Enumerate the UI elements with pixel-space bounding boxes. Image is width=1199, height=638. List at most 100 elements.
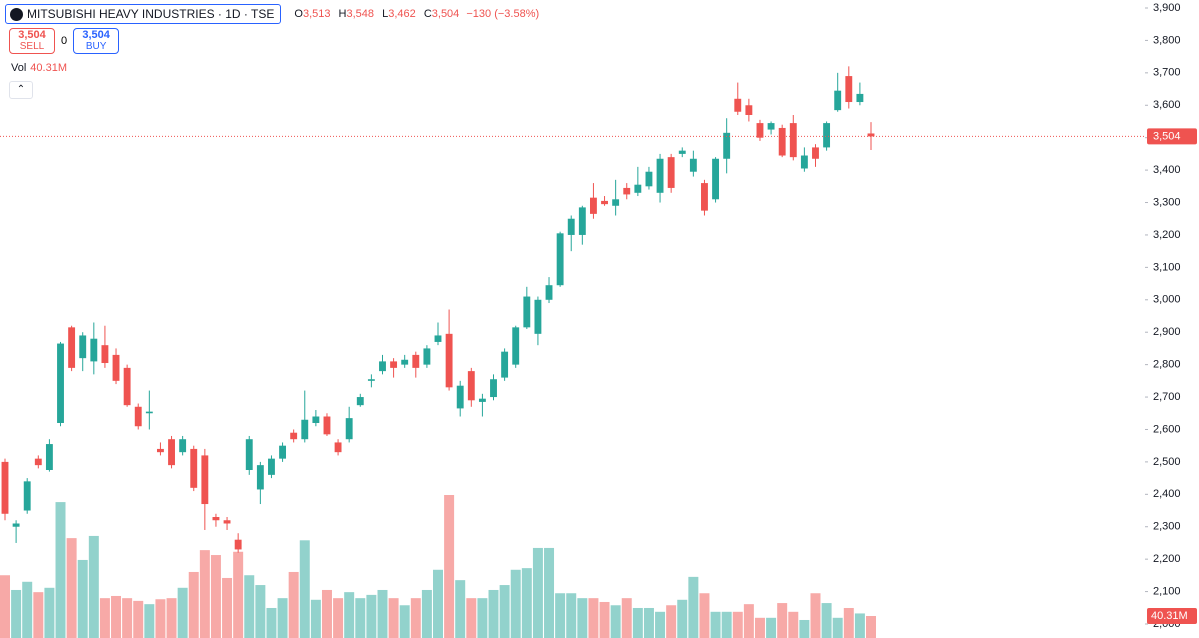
volume-bar	[455, 580, 466, 638]
candle-body	[789, 123, 797, 158]
y-tick-label: 3,600	[1153, 99, 1181, 111]
buy-price[interactable]: 3,504	[82, 29, 110, 41]
volume-bar	[532, 547, 543, 638]
sell-button[interactable]: 3,504 SELL	[9, 28, 55, 54]
volume-bar	[233, 551, 244, 638]
low-key: L	[382, 8, 389, 20]
volume-bar	[399, 605, 410, 638]
volume-bar	[488, 589, 499, 638]
volume-bar	[155, 599, 166, 638]
candle-body	[701, 183, 708, 211]
volume-bar	[244, 575, 255, 638]
candle-body	[645, 171, 653, 187]
candle-body	[179, 439, 187, 453]
candle-body	[490, 379, 497, 398]
symbol[interactable]: MITSUBISHI HEAVY INDUSTRIES · 1D · TSE	[27, 7, 275, 21]
last-price-label: 3,504	[1153, 130, 1181, 142]
candle-body	[567, 218, 575, 235]
y-tick-label: 2,700	[1153, 391, 1181, 403]
collapse-button[interactable]: ⌃	[9, 81, 33, 99]
candle-body	[279, 445, 287, 459]
candle-body	[578, 207, 586, 235]
candle-body	[756, 123, 764, 138]
candle-body	[23, 481, 31, 511]
candle-body	[812, 147, 819, 159]
candle-body	[445, 333, 453, 388]
volume-bar	[377, 589, 388, 638]
volume-bar	[632, 607, 643, 638]
candle-body	[778, 127, 786, 156]
y-tick-label: 2,400	[1153, 488, 1181, 500]
volume-bar	[321, 589, 332, 638]
volume-bar	[732, 611, 743, 638]
candle-body	[723, 132, 731, 159]
buy-button[interactable]: 3,504 BUY	[73, 28, 120, 54]
volume-bar	[433, 569, 443, 638]
volume-bar	[688, 576, 699, 638]
volume-bar	[11, 589, 22, 638]
candle-body	[767, 123, 775, 130]
volume-tag	[1147, 607, 1197, 624]
candle-body	[212, 517, 220, 521]
y-tick-label: 3,000	[1153, 294, 1181, 306]
volume-bar	[510, 569, 521, 638]
candle-body	[301, 419, 309, 440]
volume-bar	[544, 547, 555, 638]
candle-body	[712, 158, 720, 200]
y-tick-label: 3,400	[1153, 164, 1181, 176]
candle-body	[434, 335, 442, 342]
volume-bar	[188, 571, 199, 638]
symbol-box[interactable]: MITSUBISHI HEAVY INDUSTRIES · 1D · TSE	[5, 4, 282, 24]
volume-bar	[177, 587, 188, 638]
volume-bar	[655, 611, 666, 638]
candle-body	[168, 439, 175, 466]
volume-bar	[255, 585, 266, 638]
candle-body	[656, 158, 664, 193]
candle-body	[156, 448, 164, 453]
candle-body	[190, 448, 198, 488]
sell-label[interactable]: SELL	[19, 41, 45, 52]
y-tick-label: 2,600	[1153, 423, 1181, 435]
volume-bar	[55, 502, 66, 638]
candle-body	[412, 354, 420, 368]
sell-price[interactable]: 3,504	[18, 29, 46, 41]
volume-bar	[33, 592, 44, 638]
volume-bar	[566, 593, 577, 638]
y-tick-label: 2,900	[1153, 326, 1181, 338]
y-tick-label: 2,100	[1153, 585, 1181, 597]
volume-bar	[832, 617, 843, 638]
open-key: O	[294, 8, 303, 20]
volume-bar	[144, 604, 155, 638]
y-tick-label: 2,800	[1153, 359, 1181, 371]
candle-body	[90, 338, 98, 362]
volume-bar	[444, 495, 455, 638]
volume-bar	[388, 598, 399, 638]
candle-body	[689, 158, 697, 172]
volume-bar	[799, 619, 810, 638]
candle-body	[523, 296, 531, 328]
volume-bar	[588, 598, 599, 638]
candle-body	[467, 371, 475, 401]
buy-label[interactable]: BUY	[85, 41, 107, 52]
candle-body	[678, 150, 686, 154]
low-value: 3,462	[388, 8, 416, 20]
candle-body	[834, 90, 842, 111]
volume-bar	[788, 611, 799, 638]
volume-bar	[699, 593, 710, 638]
candle-body	[623, 187, 631, 195]
candle-body	[634, 184, 642, 193]
volume-bar	[299, 540, 310, 638]
volume-bar	[843, 607, 854, 638]
candle-body	[79, 335, 87, 359]
candle-body	[223, 520, 231, 524]
candle-body	[112, 354, 120, 381]
y-tick-label: 2,500	[1153, 456, 1181, 468]
open-value: 3,513	[302, 8, 331, 20]
volume-bar	[277, 598, 288, 638]
volume-bar	[122, 598, 133, 638]
candle-body	[145, 411, 153, 414]
candle-body	[734, 98, 742, 112]
volume-bar	[22, 581, 33, 638]
candle-body	[823, 123, 831, 148]
